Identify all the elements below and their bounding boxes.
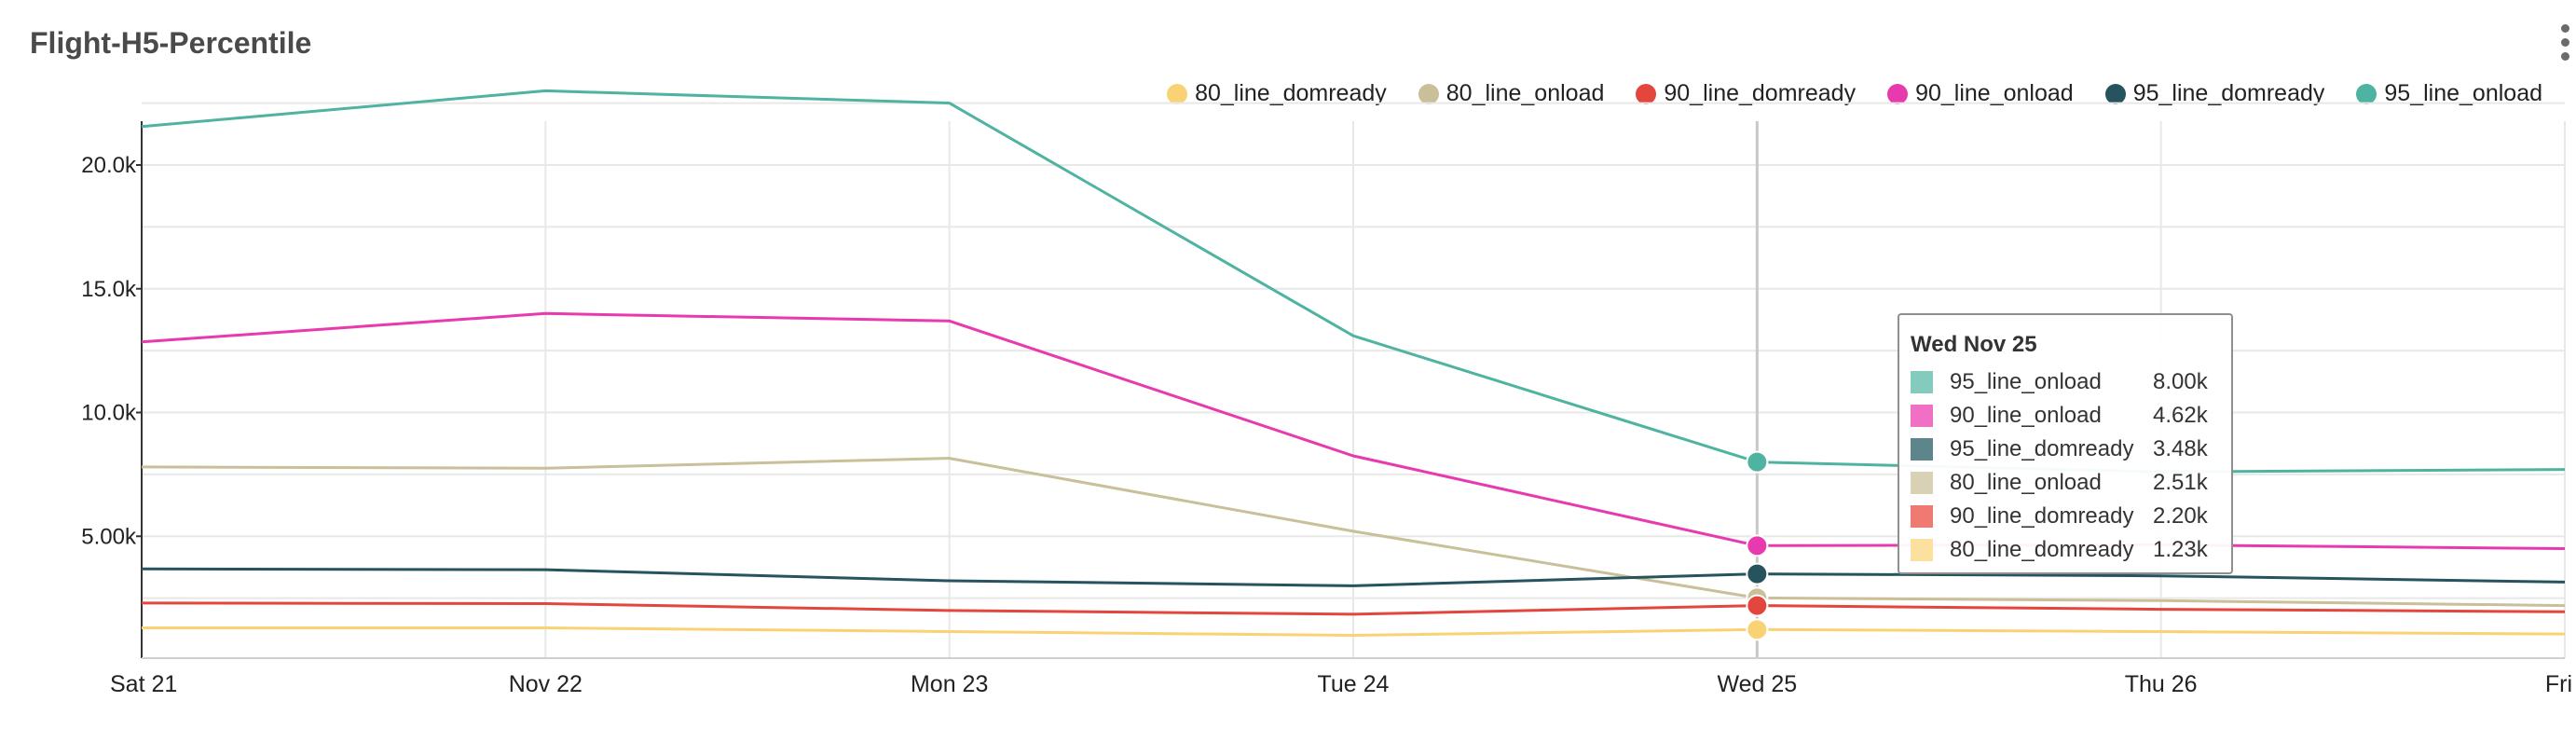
legend-item-80-line-domready[interactable]: 80_line_domready xyxy=(1167,80,1387,107)
legend-dot-icon xyxy=(2104,83,2126,104)
y-tick-label: 10.0k xyxy=(81,401,137,426)
y-tick-label: 15.0k xyxy=(81,277,137,302)
legend-dot-icon xyxy=(1887,83,1909,104)
tooltip-series-name: 90_line_domready xyxy=(1950,503,2134,529)
tooltip-swatch-icon xyxy=(1911,472,1933,494)
tooltip-row: 80_line_onload 2.51k xyxy=(1911,466,2227,500)
tooltip-series-name: 80_line_onload xyxy=(1950,470,2102,495)
tooltip-series-name: 95_line_domready xyxy=(1950,436,2134,461)
x-tick-label: Sat 21 xyxy=(110,671,177,697)
legend-item-90-line-onload[interactable]: 90_line_onload xyxy=(1887,80,2074,107)
legend-label: 95_line_domready xyxy=(2132,80,2325,106)
kebab-dot xyxy=(2560,24,2569,33)
legend-label: 80_line_domready xyxy=(1195,80,1387,106)
tooltip-series-value: 2.20k xyxy=(2153,503,2208,529)
chart-legend: 80_line_domready 80_line_onload 90_line_do… xyxy=(1167,80,2542,107)
series-line-95-line-domready xyxy=(141,567,2566,587)
legend-dot-icon xyxy=(2356,83,2377,104)
legend-item-90-line-domready[interactable]: 90_line_domready xyxy=(1636,80,1856,107)
tooltip-row: 80_line_domready 1.23k xyxy=(1911,533,2227,567)
legend-label: 90_line_onload xyxy=(1915,80,2074,106)
tooltip-swatch-icon xyxy=(1911,371,1933,393)
x-tick-label: Fri xyxy=(2545,671,2572,697)
tooltip-series-value: 1.23k xyxy=(2153,537,2208,562)
x-tick-label: Wed 25 xyxy=(1717,671,1797,697)
tooltip-row: 95_line_domready 3.48k xyxy=(1911,433,2227,466)
legend-item-80-line-onload[interactable]: 80_line_onload xyxy=(1418,80,1605,107)
kebab-dot xyxy=(2560,52,2569,61)
legend-dot-icon xyxy=(1167,83,1188,104)
legend-dot-icon xyxy=(1636,83,1657,104)
tooltip-series-name: 80_line_domready xyxy=(1950,537,2134,562)
x-tick-label: Tue 24 xyxy=(1318,671,1390,697)
hover-tooltip: Wed Nov 25 95_line_onload 8.00k 90_line_on… xyxy=(1898,313,2233,574)
tooltip-swatch-icon xyxy=(1911,405,1933,427)
legend-dot-icon xyxy=(1418,83,1439,104)
y-tick-label: 5.00k xyxy=(81,524,137,549)
kebab-menu-icon[interactable] xyxy=(2559,24,2570,71)
hover-marker-95-line-domready xyxy=(1746,562,1769,585)
series-line-80-line-domready xyxy=(142,626,2566,637)
y-tick-label: 20.0k xyxy=(81,153,137,178)
tooltip-row: 95_line_onload 8.00k xyxy=(1911,365,2227,399)
tooltip-swatch-icon xyxy=(1911,505,1933,528)
kebab-dot xyxy=(2560,38,2569,47)
tooltip-swatch-icon xyxy=(1911,438,1933,461)
series-line-90-line-domready xyxy=(141,601,2566,616)
tooltip-row: 90_line_onload 4.62k xyxy=(1911,399,2227,433)
series-line-80-line-onload xyxy=(141,457,2566,608)
x-tick-label: Nov 22 xyxy=(509,671,582,697)
legend-item-95-line-domready[interactable]: 95_line_domready xyxy=(2104,80,2325,107)
legend-label: 80_line_onload xyxy=(1446,80,1605,106)
chart-title: Flight-H5-Percentile xyxy=(30,26,312,60)
tooltip-series-name: 95_line_onload xyxy=(1950,369,2102,394)
x-tick-label: Thu 26 xyxy=(2125,671,2198,697)
tooltip-row: 90_line_domready 2.20k xyxy=(1911,500,2227,533)
tooltip-title: Wed Nov 25 xyxy=(1911,332,2037,357)
tooltip-series-value: 3.48k xyxy=(2153,436,2208,461)
tooltip-series-value: 8.00k xyxy=(2153,369,2208,394)
tooltip-swatch-icon xyxy=(1911,539,1933,561)
hover-marker-90-line-onload xyxy=(1746,534,1769,557)
legend-label: 95_line_onload xyxy=(2384,80,2542,106)
legend-item-95-line-onload[interactable]: 95_line_onload xyxy=(2356,80,2542,107)
tooltip-series-value: 2.51k xyxy=(2153,470,2208,495)
tooltip-series-value: 4.62k xyxy=(2153,403,2208,428)
hover-marker-80-line-domready xyxy=(1746,618,1769,641)
hover-marker-90-line-domready xyxy=(1746,594,1769,617)
tooltip-series-name: 90_line_onload xyxy=(1950,403,2102,428)
legend-label: 90_line_domready xyxy=(1664,80,1857,106)
hover-marker-95-line-onload xyxy=(1746,450,1769,474)
x-tick-label: Mon 23 xyxy=(911,671,988,697)
